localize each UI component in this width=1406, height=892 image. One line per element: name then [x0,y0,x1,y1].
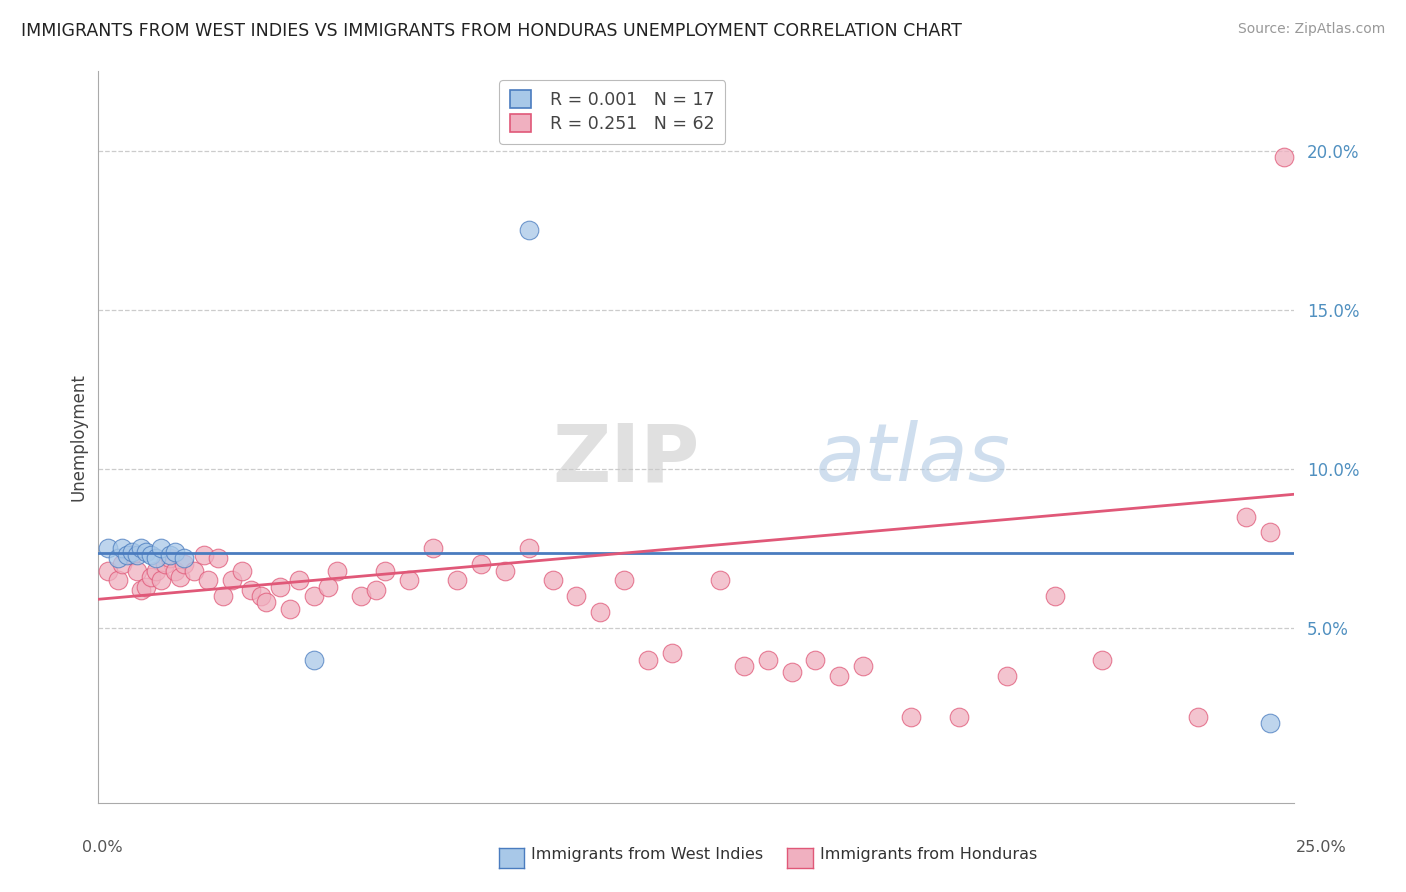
Point [173,550,195,565]
Point [1258,525,1281,540]
Point [541,573,564,587]
Point [1258,716,1281,731]
Point [326,564,349,578]
Point [316,580,339,594]
Point [169,570,191,584]
Text: Immigrants from West Indies: Immigrants from West Indies [531,847,763,862]
Point [756,653,779,667]
Point [565,589,588,603]
Text: ZIP: ZIP [553,420,700,498]
Point [139,548,162,562]
Point [709,573,731,587]
Point [661,646,683,660]
Point [121,544,143,558]
Point [852,659,875,673]
Point [398,573,420,587]
Point [374,564,396,578]
Point [733,659,755,673]
Point [1043,589,1066,603]
Point [135,580,157,594]
Point [269,580,291,594]
Text: 25.0%: 25.0% [1296,840,1347,855]
Point [97,564,120,578]
Point [183,564,205,578]
Point [115,548,138,562]
Point [163,544,186,558]
Point [1272,150,1295,164]
Point [207,550,229,565]
Point [173,558,195,572]
Point [145,550,167,565]
Point [1091,653,1114,667]
Point [470,558,492,572]
Point [240,582,263,597]
Point [1234,509,1257,524]
Point [302,653,325,667]
Point [155,558,177,572]
Point [900,710,922,724]
Point [131,541,153,556]
Point [288,573,311,587]
Point [145,564,167,578]
Point [828,668,851,682]
Point [589,605,612,619]
Text: Immigrants from Honduras: Immigrants from Honduras [820,847,1038,862]
Text: atlas: atlas [815,420,1011,498]
Point [254,595,277,609]
Point [364,582,387,597]
Point [139,570,162,584]
Point [446,573,468,587]
Point [278,602,301,616]
Point [111,541,134,556]
Text: IMMIGRANTS FROM WEST INDIES VS IMMIGRANTS FROM HONDURAS UNEMPLOYMENT CORRELATION: IMMIGRANTS FROM WEST INDIES VS IMMIGRANT… [21,22,962,40]
Point [197,573,219,587]
Point [948,710,970,724]
Point [517,541,540,556]
Point [637,653,659,667]
Y-axis label: Unemployment: Unemployment [69,373,87,501]
Point [517,223,540,237]
Point [125,548,148,562]
Point [149,541,172,556]
Point [250,589,273,603]
Point [131,582,153,597]
Point [302,589,325,603]
Point [350,589,373,603]
Point [193,548,215,562]
Point [613,573,636,587]
Point [231,564,253,578]
Point [159,548,181,562]
Point [111,558,134,572]
Point [221,573,243,587]
Text: Source: ZipAtlas.com: Source: ZipAtlas.com [1237,22,1385,37]
Point [149,573,172,587]
Point [97,541,120,556]
Point [422,541,444,556]
Point [804,653,827,667]
Text: 0.0%: 0.0% [83,840,122,855]
Point [995,668,1018,682]
Point [163,564,186,578]
Point [159,550,181,565]
Point [1187,710,1209,724]
Point [211,589,233,603]
Point [125,564,148,578]
Point [107,573,129,587]
Point [135,544,157,558]
Point [494,564,516,578]
Point [780,665,803,680]
Point [107,550,129,565]
Point [121,548,143,562]
Legend:   R = 0.001   N = 17,   R = 0.251   N = 62: R = 0.001 N = 17, R = 0.251 N = 62 [499,80,725,144]
